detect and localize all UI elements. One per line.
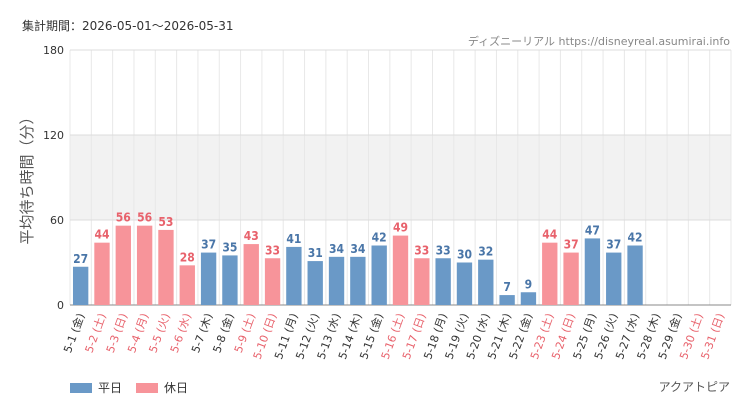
legend: 平日 休日 — [70, 379, 188, 396]
holiday-swatch — [136, 382, 159, 393]
bar-value-label: 43 — [244, 229, 259, 243]
source-link[interactable]: ディズニーリアル https://disneyreal.asumirai.inf… — [467, 35, 730, 48]
bar — [286, 246, 302, 305]
bar-value-label: 56 — [137, 211, 152, 225]
bar-value-label: 47 — [585, 223, 600, 237]
bar — [350, 256, 366, 305]
bar — [414, 258, 430, 305]
bar-value-label: 31 — [308, 246, 323, 260]
bar — [115, 225, 131, 305]
bar — [478, 259, 494, 305]
bar — [499, 295, 515, 305]
bar — [179, 265, 195, 305]
bar — [584, 238, 601, 305]
y-tick-label: 0 — [57, 299, 64, 312]
bar-value-label: 41 — [286, 232, 301, 246]
bar-value-label: 34 — [350, 242, 366, 256]
bar — [158, 229, 174, 305]
legend-item-holiday: 休日 — [136, 379, 188, 396]
bar-value-label: 42 — [628, 231, 643, 245]
legend-item-weekday: 平日 — [70, 379, 122, 396]
attraction-name: アクアトピア — [658, 380, 730, 394]
bar — [200, 252, 217, 305]
bar-value-label: 44 — [94, 228, 110, 242]
weekday-swatch — [70, 382, 92, 393]
bar-value-label: 33 — [414, 243, 429, 257]
bar-value-label: 37 — [564, 238, 579, 252]
bar-value-label: 34 — [329, 242, 345, 256]
bar — [222, 255, 238, 305]
bar-value-label: 30 — [457, 248, 472, 262]
y-axis-label: 平均待ち時間（分） — [18, 109, 36, 244]
y-axis-ticks: 0 60 120 180 — [43, 44, 64, 312]
bar-value-label: 33 — [436, 243, 451, 257]
bar — [542, 242, 558, 305]
bar-value-label: 56 — [116, 211, 131, 225]
bar — [520, 292, 537, 305]
bar — [563, 252, 579, 305]
bar-value-label: 49 — [393, 221, 408, 235]
bar — [307, 261, 323, 305]
chart-data-labels: 27 44 56 56 53 28 37 35 43 33 41 31 34 34 42 49 33 33 30 32… — [73, 211, 642, 294]
bar-value-label: 42 — [372, 231, 387, 245]
chart-bars — [72, 225, 643, 305]
bar — [435, 258, 451, 305]
y-tick-label: 180 — [43, 44, 64, 57]
y-tick-label: 120 — [43, 129, 64, 142]
bar — [627, 245, 643, 305]
bar-value-label: 7 — [503, 280, 511, 294]
bar — [136, 225, 153, 305]
period-label: 集計期間：2026-05-01～2026-05-31 — [22, 19, 234, 33]
bar — [243, 244, 259, 305]
bar — [606, 252, 622, 305]
bar-value-label: 37 — [201, 238, 216, 252]
bar — [392, 235, 409, 305]
bar-value-label: 27 — [73, 252, 88, 266]
bar — [94, 242, 110, 305]
bar-value-label: 9 — [525, 277, 533, 291]
bar — [72, 266, 89, 305]
bar-value-label: 44 — [542, 228, 558, 242]
bar-value-label: 33 — [265, 243, 280, 257]
shaded-band — [70, 135, 731, 220]
bar-value-label: 28 — [180, 250, 195, 264]
bar-value-label: 32 — [478, 245, 493, 259]
bar — [456, 262, 473, 305]
y-tick-label: 60 — [50, 214, 64, 227]
legend-holiday-label: 休日 — [164, 381, 189, 395]
bar — [328, 256, 345, 305]
x-axis-ticks: 5-1 (金)5-2 (土)5-3 (日)5-4 (月)5-5 (火)5-6 (… — [60, 311, 727, 361]
bar — [264, 258, 281, 305]
legend-weekday-label: 平日 — [98, 381, 123, 395]
bar — [371, 245, 387, 305]
bar-value-label: 37 — [606, 238, 621, 252]
bar-value-label: 35 — [222, 240, 237, 254]
bar-value-label: 53 — [158, 215, 173, 229]
